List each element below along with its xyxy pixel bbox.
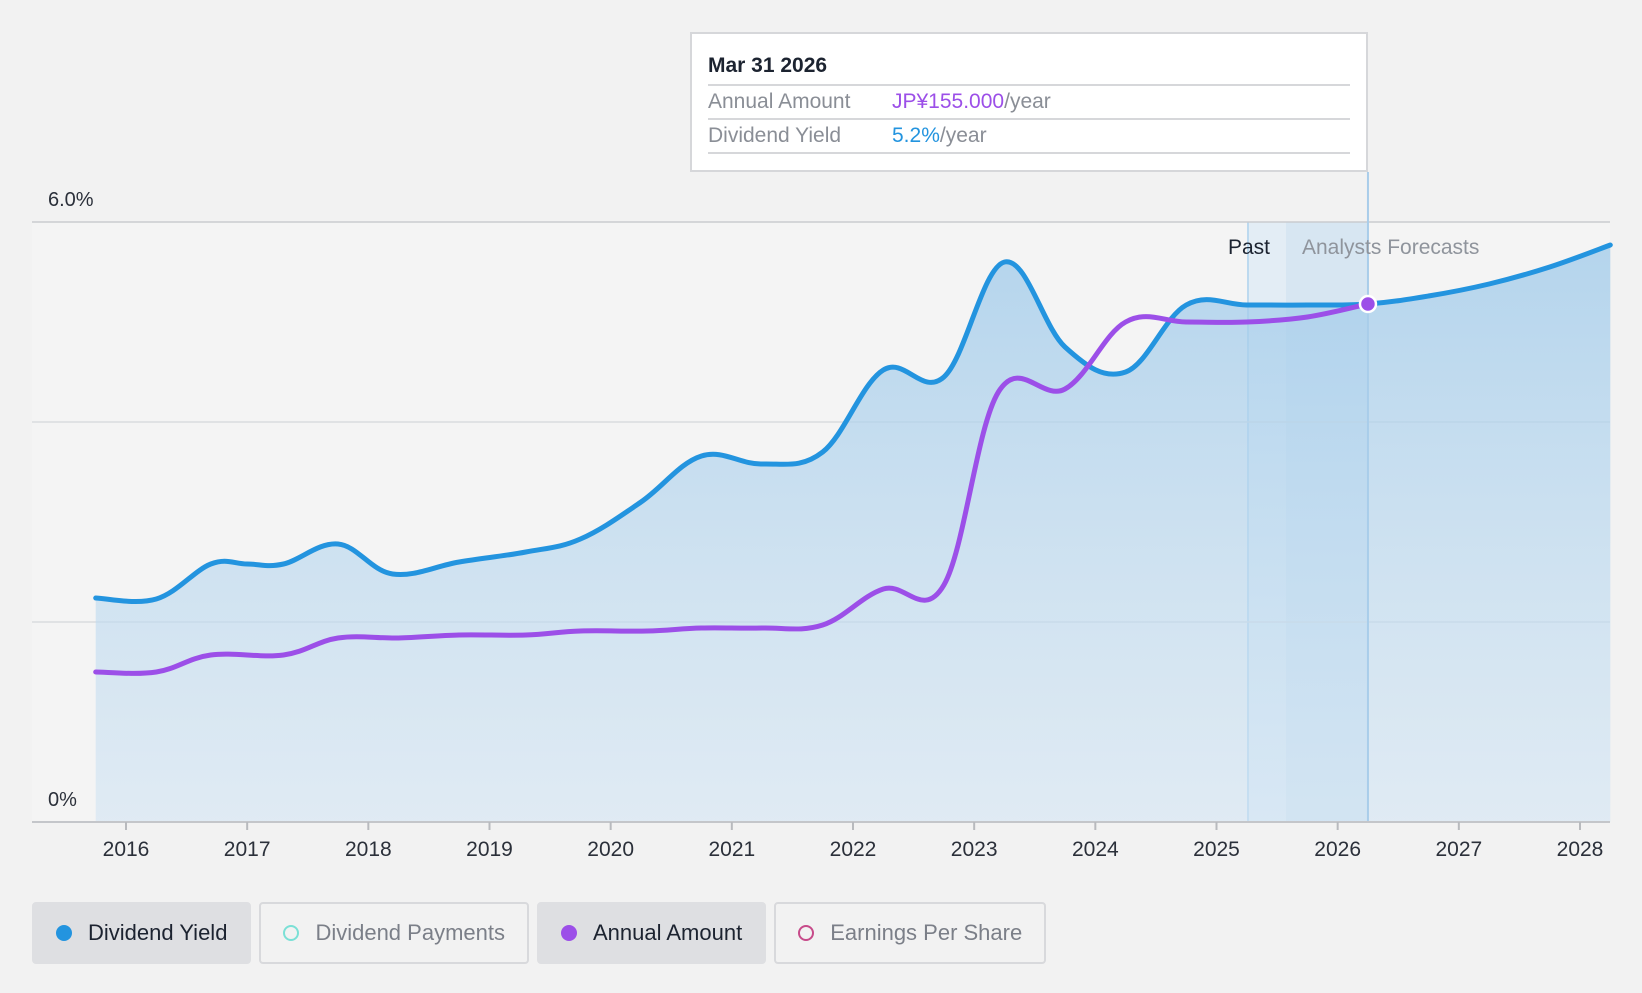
x-tick-label: 2028: [1557, 838, 1604, 861]
legend-label: Dividend Yield: [88, 920, 228, 945]
x-tick-label: 2023: [951, 838, 998, 861]
tooltip-value: 5.2%: [892, 124, 940, 147]
x-tick-label: 2018: [345, 838, 392, 861]
x-tick-label: 2021: [708, 838, 755, 861]
filled-dot-icon: [560, 925, 577, 941]
x-tick-label: 2017: [224, 838, 271, 861]
x-tick-label: 2022: [830, 838, 877, 861]
x-tick-label: 2026: [1314, 838, 1361, 861]
tooltip-label: Annual Amount: [708, 90, 851, 113]
tooltip-unit: /year: [1004, 90, 1051, 113]
dividend-yield-area: [95, 245, 1611, 822]
legend-dividend-yield-button[interactable]: Dividend Yield: [32, 902, 252, 964]
hollow-dot-icon: [798, 925, 815, 941]
tooltip-date: Mar 31 2026: [708, 48, 1350, 86]
legend-dividend-payments-button[interactable]: Dividend Payments: [259, 902, 529, 964]
x-tick-label: 2024: [1072, 838, 1119, 861]
tooltip-card: Mar 31 2026 Annual Amount JP¥155.000 /ye…: [690, 32, 1368, 172]
x-tick-label: 2025: [1193, 838, 1240, 861]
tooltip-row-annual-amount: Annual Amount JP¥155.000 /year: [708, 86, 1350, 120]
legend-label: Annual Amount: [592, 920, 743, 945]
y-tick-label: 0%: [48, 789, 77, 811]
past-region-label: Past: [1228, 236, 1270, 259]
filled-dot-icon: [56, 925, 72, 941]
x-tick-label: 2019: [466, 838, 513, 861]
chart-legend: Dividend Yield Dividend Payments Annual …: [32, 902, 1047, 964]
dividend-yield-line: [93, 242, 1613, 604]
tooltip-value: JP¥155.000: [892, 90, 1005, 113]
legend-label: Earnings Per Share: [830, 920, 1023, 945]
x-tick-label: 2020: [587, 838, 634, 861]
highlight-point: [1358, 294, 1378, 314]
y-tick-label: 6.0%: [48, 189, 94, 211]
x-tick-label: 2027: [1435, 838, 1482, 861]
legend-label: Dividend Payments: [315, 920, 505, 945]
tooltip-row-dividend-yield: Dividend Yield 5.2% /year: [708, 120, 1350, 154]
legend-earnings-per-share-button[interactable]: Earnings Per Share: [774, 902, 1047, 964]
annual-amount-line: [93, 301, 1371, 676]
hollow-dot-icon: [283, 925, 300, 941]
tooltip-label: Dividend Yield: [708, 124, 842, 147]
x-tick-label: 2016: [103, 838, 150, 861]
tooltip-unit: /year: [939, 124, 987, 147]
legend-annual-amount-button[interactable]: Annual Amount: [536, 902, 767, 964]
forecast-region-label: Analysts Forecasts: [1302, 236, 1479, 259]
